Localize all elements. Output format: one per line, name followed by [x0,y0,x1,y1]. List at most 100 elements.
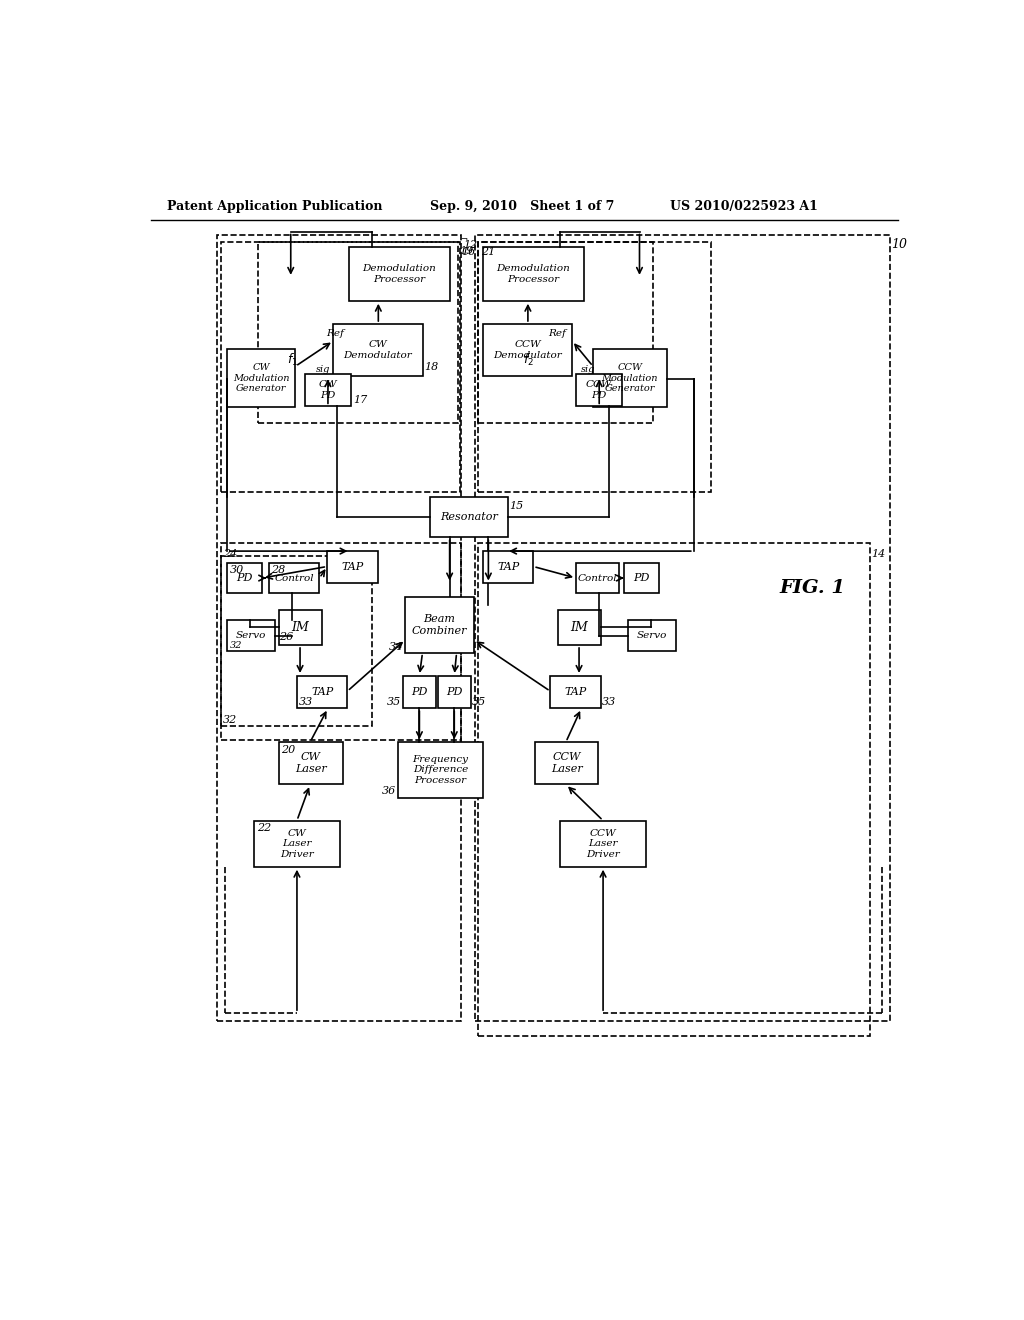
Text: TAP: TAP [497,562,519,573]
Text: CCW
Laser: CCW Laser [551,752,583,774]
Bar [221,557,372,726]
Text: 36: 36 [382,787,396,796]
Text: 17: 17 [352,395,367,405]
Text: 28: 28 [271,565,286,576]
Text: PD: PD [412,686,428,697]
Text: CW
Laser
Driver: CW Laser Driver [281,829,313,858]
Bar [478,242,652,422]
Bar [475,235,890,1020]
Bar [593,350,667,407]
Text: 24: 24 [223,549,238,560]
Text: 33: 33 [602,697,616,708]
Text: CW
PD: CW PD [318,380,337,400]
Bar [227,562,262,594]
Text: CCW
Laser
Driver: CCW Laser Driver [586,829,620,858]
Text: $f_2$: $f_2$ [523,352,535,368]
Text: Ref: Ref [327,330,344,338]
Text: Demodulation
Processor: Demodulation Processor [497,264,570,284]
Bar [221,242,460,492]
Text: $\neg$: $\neg$ [460,235,468,243]
Bar [297,676,347,708]
Bar [328,552,378,583]
Bar [334,323,423,376]
Bar [258,242,458,422]
Bar [305,374,351,407]
Text: 19: 19 [460,246,474,256]
Text: IM: IM [570,622,589,634]
Text: Servo: Servo [237,631,266,640]
Text: PD: PD [237,573,253,583]
Bar [227,620,275,651]
Bar [558,610,601,645]
Text: 35: 35 [387,697,401,708]
Text: Sep. 9, 2010   Sheet 1 of 7: Sep. 9, 2010 Sheet 1 of 7 [430,199,614,213]
Bar [227,350,295,407]
Text: TAP: TAP [311,686,333,697]
Text: 10: 10 [891,238,907,251]
Bar [349,247,450,301]
Bar [403,676,435,708]
Bar [628,620,676,651]
Text: 16: 16 [461,247,475,257]
Text: $f_1$: $f_1$ [287,352,298,368]
Bar [438,676,471,708]
Text: CW
Modulation
Generator: CW Modulation Generator [233,363,290,393]
Text: Ref: Ref [548,330,566,338]
Text: FIG. 1: FIG. 1 [779,579,845,597]
Bar [483,247,584,301]
Text: sig: sig [582,364,596,374]
Bar [560,821,646,867]
Text: TAP: TAP [341,562,364,573]
Text: 20: 20 [282,744,296,755]
Text: 34: 34 [389,642,403,652]
Text: Servo: Servo [637,631,667,640]
Bar [280,610,322,645]
Bar [217,235,461,1020]
Text: 14: 14 [871,549,886,560]
Text: Demodulation
Processor: Demodulation Processor [362,264,436,284]
Bar [575,562,618,594]
Text: CW
Demodulator: CW Demodulator [344,341,413,360]
Bar [254,821,340,867]
Bar [550,676,601,708]
Text: Patent Application Publication: Patent Application Publication [167,199,382,213]
Bar [430,498,508,537]
Text: 35: 35 [472,697,486,708]
Text: 32: 32 [229,640,242,649]
Text: CCW
Demodulator: CCW Demodulator [494,341,562,360]
Bar [483,552,534,583]
Bar [483,323,572,376]
Bar [575,374,623,407]
Text: CCW
PD: CCW PD [586,380,612,400]
Bar [478,242,711,492]
Text: 33: 33 [299,697,313,708]
Text: 30: 30 [229,565,244,576]
Text: sig: sig [315,364,330,374]
Bar [535,742,598,784]
Text: 12: 12 [463,240,477,249]
Bar [397,742,483,797]
Text: PD: PD [633,573,649,583]
Text: CCW
Modulation
Generator: CCW Modulation Generator [601,363,658,393]
Text: Beam
Combiner: Beam Combiner [412,614,467,636]
Text: Frequency
Difference
Processor: Frequency Difference Processor [413,755,468,784]
Text: Control: Control [274,574,314,582]
Bar [478,544,869,1036]
Text: 18: 18 [424,362,438,372]
Text: IM: IM [292,622,309,634]
Text: TAP: TAP [564,686,587,697]
Text: PD: PD [446,686,463,697]
Text: US 2010/0225923 A1: US 2010/0225923 A1 [671,199,818,213]
Text: 21: 21 [480,247,495,257]
Bar [624,562,658,594]
Bar [406,597,474,653]
Bar [269,562,319,594]
Text: Control: Control [578,574,617,582]
Text: CW
Laser: CW Laser [295,752,327,774]
Text: Resonator: Resonator [440,512,498,523]
Text: 15: 15 [509,502,523,511]
Bar [280,742,343,784]
Text: 26: 26 [280,632,293,643]
Bar [221,544,461,739]
Text: 22: 22 [257,824,271,833]
